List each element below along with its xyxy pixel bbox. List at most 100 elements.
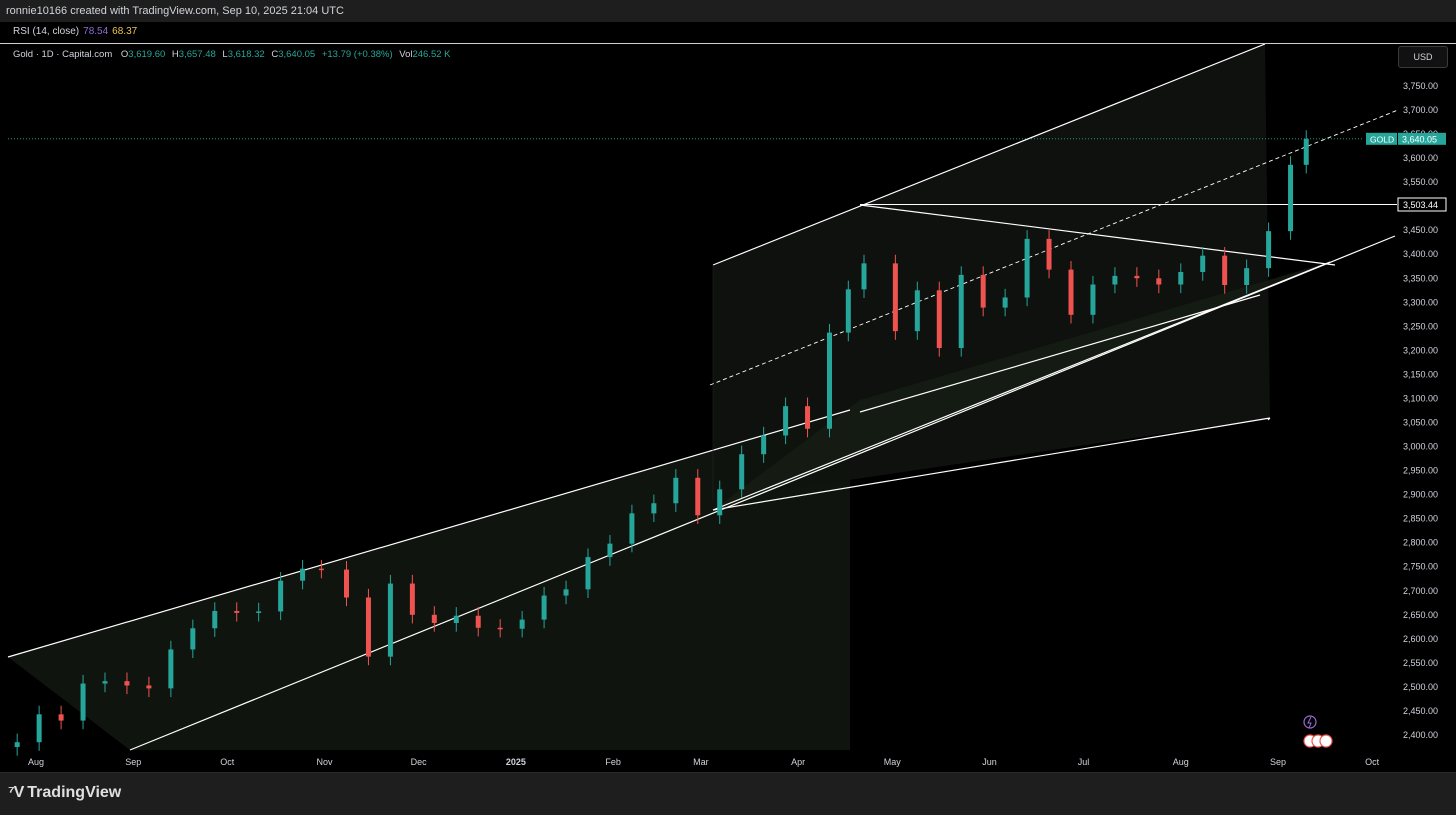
wedge-bottom-line[interactable] [712,261,1331,511]
y-axis-tick-label: 3,550.00 [1403,177,1438,187]
x-axis-tick-label: Aug [1173,757,1189,767]
resistance-line[interactable] [859,204,1336,266]
candle-body [475,615,481,628]
candle-body [431,614,437,623]
gold-symbol-tag[interactable] [1366,132,1397,145]
y-axis-tick-label: 3,400.00 [1403,249,1438,259]
currency-button[interactable]: USD [1398,46,1448,68]
channel-midline[interactable] [709,109,1399,386]
candle-body [629,513,635,544]
y-axis-tick-label: 2,700.00 [1403,586,1438,596]
candle-body [212,610,218,629]
y-axis-tick-label: 3,000.00 [1403,442,1438,452]
candle-body [14,742,20,748]
x-axis-tick-label: 2025 [506,757,526,767]
us-flag-event-icon[interactable] [1319,734,1333,748]
candle-body [387,583,393,657]
low-label: L [222,49,228,60]
candle-body [980,274,986,308]
y-axis-tick-label: 2,600.00 [1403,634,1438,644]
wedge-support-line[interactable] [859,294,1261,413]
candle-body [1002,297,1008,308]
lower-channel-bottom-line[interactable] [129,235,1396,751]
y-axis-tick-label: 2,900.00 [1403,490,1438,500]
candle-body [563,589,569,596]
attribution-text: ronnie10166 created with TradingView.com… [6,5,344,17]
candle-body [497,627,503,630]
y-axis-tick-label: 2,450.00 [1403,706,1438,716]
rsi-value-1: 78.54 [83,26,109,37]
candle-body [717,489,723,516]
volume-label: Vol [399,49,413,60]
candle-body [958,274,964,348]
candle-body [453,615,459,623]
y-axis-tick-label: 3,100.00 [1403,393,1438,403]
rsi-panel[interactable]: RSI (14, close) 78.54 68.37 [0,22,1456,44]
candle-body [190,628,196,650]
symbol-name: Gold · 1D · Capital.com [13,49,113,60]
price-chart[interactable]: 2,400.00 2,450.00 2,500.00 2,550.00 2,600.00… [0,44,1456,772]
channel-lower-rail-line[interactable] [712,417,1271,511]
upper-channel-top-line[interactable] [712,44,1266,266]
candle-body [1156,278,1162,285]
candle-body [783,406,789,436]
candle-body [519,619,525,629]
tradingview-logo-text: TradingView [27,784,122,801]
x-axis-tick-label: May [884,757,902,767]
x-axis-tick-label: Sep [125,757,141,767]
lower-channel-top-line[interactable] [7,409,851,658]
y-axis-tick-label: 3,200.00 [1403,345,1438,355]
gold-symbol-text: GOLD [1370,134,1394,144]
y-axis-tick-label: 3,250.00 [1403,321,1438,331]
x-axis-tick-label: Dec [411,757,428,767]
footer-bar: ⁷V TradingView [0,772,1456,815]
candle-body [845,289,851,333]
x-axis-tick-label: Nov [317,757,334,767]
y-axis-tick-label: 3,450.00 [1403,225,1438,235]
high-value: 3,657.48 [178,49,216,60]
candle-body [914,290,920,332]
rsi-value-2: 68.37 [112,26,138,37]
candle-body [1303,138,1309,165]
candle-body [761,435,767,455]
y-axis-tick-label: 3,300.00 [1403,297,1438,307]
candle-body [344,569,349,598]
candle-body [256,611,262,613]
last-price-text: 3,640.05 [1402,134,1437,144]
lightning-event-icon[interactable] [1303,715,1317,729]
y-axis-tick-label: 2,800.00 [1403,538,1438,548]
candle-body [1046,238,1052,270]
level-tag[interactable] [1397,197,1447,212]
x-axis-tick-label: Oct [220,757,235,767]
y-axis-tick-label: 3,050.00 [1403,418,1438,428]
candle-body [1178,272,1184,285]
candle-body [409,583,415,615]
x-axis-tick-label: Jul [1078,757,1090,767]
x-axis-tick-label: Apr [791,757,805,767]
last-price-tag[interactable] [1398,132,1446,145]
candle-body [892,263,898,332]
candle-body [318,568,324,571]
tradingview-logo[interactable]: ⁷V TradingView [8,784,121,802]
x-axis-tick-label: Mar [693,757,709,767]
candle-body [936,290,942,348]
open-value: 3,619.60 [128,49,166,60]
candle-body [146,685,152,689]
y-axis-tick-label: 2,750.00 [1403,562,1438,572]
candle-body [1068,269,1074,315]
lower-channel-fill [8,410,850,750]
candle-body [102,681,108,684]
y-axis-tick-label: 3,600.00 [1403,153,1438,163]
candle-body [124,681,130,686]
attribution-bar: ronnie10166 created with TradingView.com… [0,0,1456,23]
candle-body [651,503,657,514]
lightning-bolt-glyph [1307,716,1312,729]
rsi-label: RSI (14, close) [13,26,80,37]
candle-body [805,406,811,429]
candle-body [300,568,306,581]
y-axis-tick-label: 2,950.00 [1403,466,1438,476]
candle-body [827,332,832,429]
candle-body [1112,275,1118,285]
y-axis-tick-label: 2,550.00 [1403,658,1438,668]
y-axis-tick-label: 3,350.00 [1403,273,1438,283]
